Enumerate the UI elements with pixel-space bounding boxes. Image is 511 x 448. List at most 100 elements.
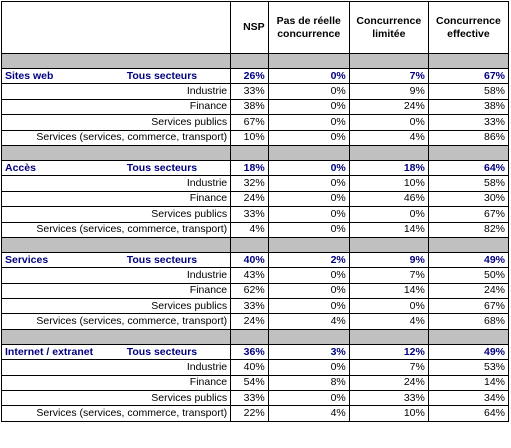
row-value: 7% xyxy=(348,359,429,376)
row-value: 33% xyxy=(348,390,429,407)
row-label: Services publics xyxy=(0,298,232,315)
group-label-cell: Accès Tous secteurs xyxy=(0,159,232,177)
group-title: Services xyxy=(5,253,49,266)
separator-cell xyxy=(230,236,269,253)
row-value: 0% xyxy=(267,175,350,192)
row-value: 10% xyxy=(348,175,429,192)
separator-cell xyxy=(427,53,510,69)
separator-cell xyxy=(0,236,232,253)
separator-cell xyxy=(230,328,269,345)
group-title: Internet / extranet xyxy=(5,345,94,358)
row-label: Services publics xyxy=(0,114,232,131)
row-value: 33% xyxy=(230,390,269,407)
row-value: 0% xyxy=(348,206,429,223)
header-row: NSP Pas de réelle concurrence Concurrenc… xyxy=(0,1,510,54)
separator-row xyxy=(0,236,510,253)
group-label-cell: Sites web Tous secteurs xyxy=(0,67,232,85)
table-row: Finance 62% 0% 14% 24% xyxy=(0,282,510,300)
table-row: Services (services, commerce, transport)… xyxy=(0,221,510,238)
separator-cell xyxy=(348,236,429,253)
group-title: Accès xyxy=(5,161,36,174)
table-row: Industrie 40% 0% 7% 53% xyxy=(0,359,510,376)
table-row: Industrie 32% 0% 10% 58% xyxy=(0,175,510,192)
row-value: 0% xyxy=(348,114,429,131)
row-value: 0% xyxy=(267,206,350,223)
row-value: 0% xyxy=(267,359,350,376)
group-total-value: 3% xyxy=(267,343,350,361)
group-header-row: Sites web Tous secteurs 26% 0% 7% 67% xyxy=(0,67,510,85)
group-total-value: 7% xyxy=(348,67,429,85)
row-value: 0% xyxy=(267,83,350,100)
row-value: 32% xyxy=(230,175,269,192)
row-value: 0% xyxy=(267,390,350,407)
separator-cell xyxy=(427,236,510,253)
group-total-value: 18% xyxy=(230,159,269,177)
separator-cell xyxy=(0,328,232,345)
row-value: 4% xyxy=(348,313,429,330)
separator-cell xyxy=(267,144,350,161)
header-blank-cell xyxy=(0,1,232,54)
row-value: 24% xyxy=(348,374,429,392)
table-body: Sites web Tous secteurs 26% 0% 7% 67% Industri… xyxy=(0,53,510,422)
group-total-value: 26% xyxy=(230,67,269,85)
row-label: Services (services, commerce, transport) xyxy=(0,129,232,146)
group-total-value: 2% xyxy=(267,251,350,269)
table-row: Industrie 43% 0% 7% 50% xyxy=(0,267,510,284)
row-label: Finance xyxy=(0,98,232,116)
row-value: 24% xyxy=(230,313,269,330)
row-value: 34% xyxy=(427,390,510,407)
row-value: 4% xyxy=(267,313,350,330)
row-label: Finance xyxy=(0,282,232,300)
row-value: 38% xyxy=(230,98,269,116)
group-total-value: 18% xyxy=(348,159,429,177)
row-value: 67% xyxy=(427,298,510,315)
row-value: 58% xyxy=(427,83,510,100)
table-row: Finance 54% 8% 24% 14% xyxy=(0,374,510,392)
row-value: 43% xyxy=(230,267,269,284)
table-row: Services publics 33% 0% 33% 34% xyxy=(0,390,510,407)
group-total-value: 9% xyxy=(348,251,429,269)
row-label: Finance xyxy=(0,190,232,208)
row-value: 14% xyxy=(348,282,429,300)
column-header-effective-competition: Concurrence effective xyxy=(427,1,510,54)
row-label: Services (services, commerce, transport) xyxy=(0,405,232,422)
row-value: 68% xyxy=(427,313,510,330)
row-label: Services (services, commerce, transport) xyxy=(0,313,232,330)
row-value: 67% xyxy=(427,206,510,223)
row-value: 9% xyxy=(348,83,429,100)
competition-table: NSP Pas de réelle concurrence Concurrenc… xyxy=(0,1,510,422)
row-label: Industrie xyxy=(0,359,232,376)
group-total-value: 67% xyxy=(427,67,510,85)
group-sector-label: Tous secteurs xyxy=(126,345,198,358)
group-total-value: 49% xyxy=(427,251,510,269)
row-value: 0% xyxy=(348,298,429,315)
separator-cell xyxy=(230,53,269,69)
separator-cell xyxy=(0,53,232,69)
table-row: Services (services, commerce, transport)… xyxy=(0,405,510,422)
row-value: 14% xyxy=(427,374,510,392)
group-total-value: 40% xyxy=(230,251,269,269)
table-row: Services publics 33% 0% 0% 67% xyxy=(0,206,510,223)
group-total-value: 49% xyxy=(427,343,510,361)
row-value: 4% xyxy=(230,221,269,238)
row-value: 14% xyxy=(348,221,429,238)
row-value: 24% xyxy=(427,282,510,300)
row-value: 0% xyxy=(267,129,350,146)
separator-cell xyxy=(0,144,232,161)
row-label: Industrie xyxy=(0,267,232,284)
row-value: 50% xyxy=(427,267,510,284)
row-value: 33% xyxy=(427,114,510,131)
row-value: 0% xyxy=(267,190,350,208)
group-sector-label: Tous secteurs xyxy=(126,253,198,266)
separator-row xyxy=(0,328,510,345)
separator-cell xyxy=(348,144,429,161)
row-value: 82% xyxy=(427,221,510,238)
separator-cell xyxy=(348,53,429,69)
table-row: Services (services, commerce, transport)… xyxy=(0,129,510,146)
group-header-row: Accès Tous secteurs 18% 0% 18% 64% xyxy=(0,159,510,177)
row-value: 53% xyxy=(427,359,510,376)
row-value: 62% xyxy=(230,282,269,300)
group-total-value: 0% xyxy=(267,159,350,177)
row-value: 54% xyxy=(230,374,269,392)
group-sector-label: Tous secteurs xyxy=(126,161,198,174)
